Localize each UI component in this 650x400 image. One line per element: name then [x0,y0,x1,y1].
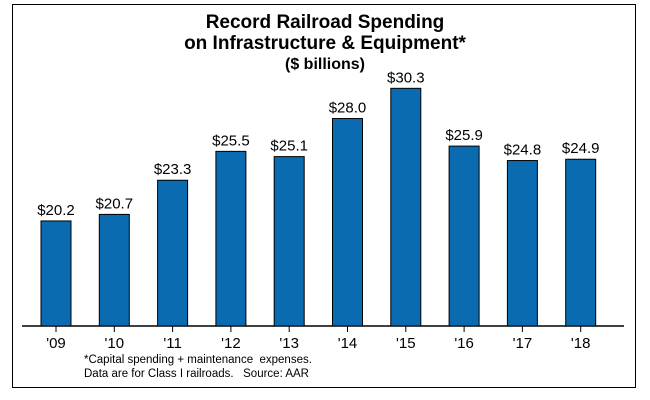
bar-value-label: $20.2 [37,202,75,219]
bar [448,145,480,327]
footnote-line-2: Data are for Class I railroads. Source: … [84,368,309,380]
bar-value-label: $23.3 [154,161,192,178]
x-tick-label: '14 [338,335,358,352]
x-tick-label: '09 [46,335,66,352]
bar-value-label: $25.9 [445,127,483,144]
x-tick-label: '17 [513,335,533,352]
bar-value-label: $20.7 [96,195,134,212]
bar [565,158,597,327]
chart-subtitle: ($ billions) [285,56,365,73]
bar [98,213,130,327]
bar-value-label: $24.9 [562,140,600,157]
x-tick-label: '15 [396,335,416,352]
bar [506,160,538,327]
bar-value-label: $25.1 [270,138,308,155]
bar [390,87,422,327]
bar [157,179,189,327]
footnote-line-1: *Capital spending + maintenance expenses… [84,354,312,366]
bar [40,220,72,327]
bar [215,150,247,327]
bar-value-label: $24.8 [504,142,542,159]
bar-value-label: $30.3 [387,69,425,86]
bar-value-label: $25.5 [212,132,250,149]
x-tick-label: '13 [279,335,299,352]
x-tick-label: '16 [454,335,474,352]
x-tick-label: '18 [571,335,591,352]
x-tick-label: '10 [105,335,125,352]
bar [332,118,363,327]
bar [273,156,305,327]
chart-title-line2: on Infrastructure & Equipment* [184,33,466,54]
x-tick-label: '12 [221,335,241,352]
chart-title: Record Railroad Spending [205,12,445,33]
bar-value-label: $28.0 [329,100,367,117]
x-tick-label: '11 [163,335,181,352]
